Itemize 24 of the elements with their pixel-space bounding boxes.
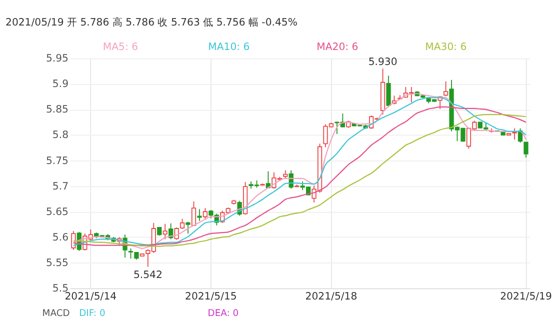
- x-tick-label: 2021/5/14: [64, 292, 117, 303]
- text: DIF: 0: [79, 308, 106, 319]
- y-tick-label: 5.5: [52, 283, 68, 294]
- y-tick-label: 5.75: [46, 156, 68, 167]
- text: DEA: 0: [208, 308, 239, 319]
- text: MA30: 6: [425, 42, 467, 54]
- y-tick-label: 5.9: [52, 79, 68, 90]
- chart-title: 2021/05/19 开 5.786 高 5.786 收 5.763 低 5.756 幅 -0.45%: [6, 16, 298, 28]
- y-tick-label: 5.95: [46, 54, 68, 65]
- y-tick-label: 5.85: [46, 104, 68, 116]
- y-tick-label: 5.55: [46, 258, 68, 269]
- text: MA20: 6: [316, 42, 358, 54]
- annotation: 5.542: [133, 270, 162, 281]
- y-tick-label: 5.8: [52, 130, 68, 142]
- text: MA5: 6: [102, 42, 138, 54]
- y-tick-label: 5.65: [46, 206, 68, 218]
- x-tick-label: 2021/5/18: [305, 292, 358, 303]
- text: MACD: [42, 308, 70, 319]
- x-tick-label: 2021/5/19: [500, 292, 552, 303]
- x-tick-label: 2021/5/15: [185, 292, 237, 303]
- annotation: 5.930: [368, 56, 398, 68]
- text: MA10: 6: [208, 42, 250, 54]
- y-tick-label: 5.7: [52, 181, 68, 192]
- y-tick-label: 5.6: [52, 232, 68, 244]
